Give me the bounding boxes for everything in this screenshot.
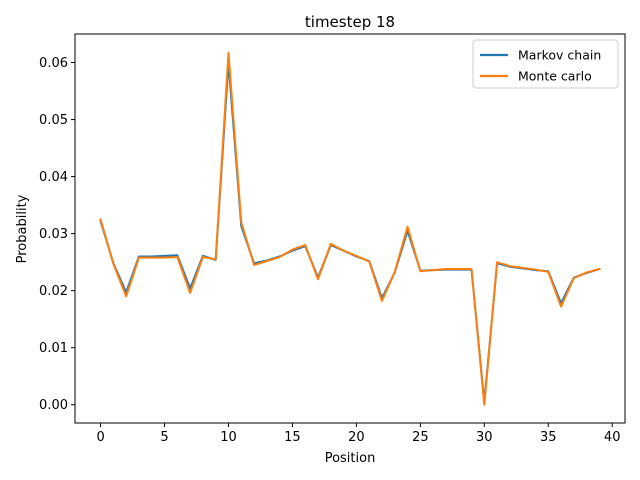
y-tick-label: 0.04 — [39, 170, 68, 185]
x-tick-label: 10 — [220, 430, 237, 445]
x-tick-label: 35 — [540, 430, 557, 445]
y-tick-label: 0.02 — [39, 284, 68, 299]
series-line-2 — [99, 51, 601, 406]
legend-label-1: Markov chain — [518, 48, 601, 63]
chart-title: timestep 18 — [305, 13, 395, 31]
legend: Markov chain Monte carlo — [472, 39, 619, 89]
x-axis-label: Position — [325, 451, 376, 466]
legend-box — [472, 39, 619, 89]
x-tick-label: 15 — [284, 430, 301, 445]
x-tick-label: 20 — [348, 430, 365, 445]
y-axis: 0.00 0.01 0.02 0.03 0.04 0.05 0.06 — [39, 56, 75, 413]
x-tick-label: 30 — [476, 430, 493, 445]
y-tick-label: 0.06 — [39, 56, 68, 71]
x-tick-label: 5 — [160, 430, 168, 445]
plot-area — [99, 51, 601, 406]
x-tick-label: 25 — [412, 430, 429, 445]
x-tick-label: 0 — [96, 430, 104, 445]
y-tick-label: 0.01 — [39, 341, 68, 356]
y-tick-label: 0.00 — [39, 398, 68, 413]
x-axis: 0 5 10 15 20 25 30 35 40 — [96, 423, 620, 445]
y-tick-label: 0.03 — [39, 227, 68, 242]
x-tick-label: 40 — [604, 430, 621, 445]
legend-label-2: Monte carlo — [518, 69, 592, 84]
y-axis-label: Probability — [15, 194, 30, 263]
axes-frame — [74, 33, 626, 424]
y-tick-label: 0.05 — [39, 113, 68, 128]
